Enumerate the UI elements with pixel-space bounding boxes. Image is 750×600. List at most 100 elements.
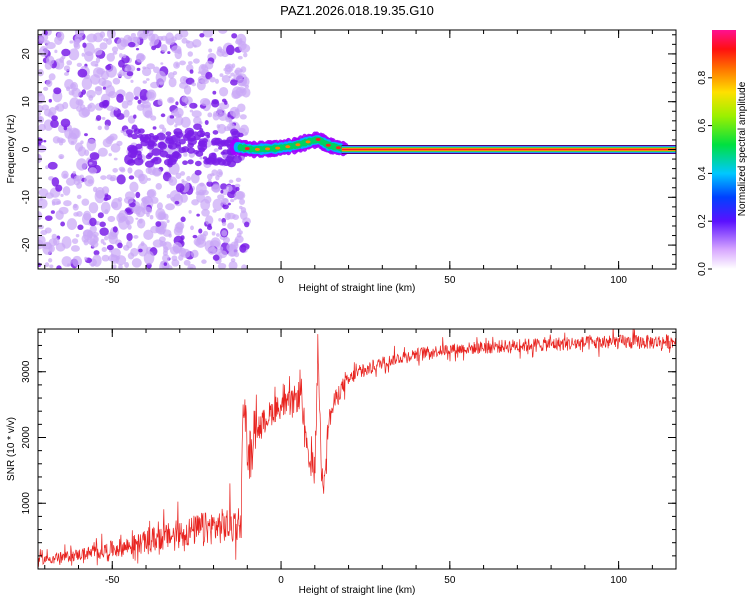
noise-blob <box>188 61 193 65</box>
noise-blob <box>48 258 53 263</box>
noise-blob <box>135 217 139 220</box>
noise-blob <box>212 248 222 255</box>
noise-blob <box>219 246 224 251</box>
colorbar: 0.0 0.2 0.4 0.6 0.8 Normalized spectral ampl… <box>697 30 748 276</box>
noise-blob <box>149 215 154 220</box>
noise-blob <box>101 254 110 262</box>
noise-blob <box>187 264 196 269</box>
noise-blob <box>135 47 140 51</box>
noise-blob <box>209 76 216 83</box>
noise-blob <box>84 256 88 261</box>
noise-blob <box>198 228 203 234</box>
spectrogram-x-tick-label: 50 <box>444 275 456 286</box>
noise-blob <box>106 30 116 40</box>
snr-panel: -50 0 50 100 1000 2000 3000 Height of straight… <box>6 328 677 596</box>
noise-blob <box>183 105 188 108</box>
band-hot <box>315 137 321 141</box>
noise-blob <box>184 96 193 105</box>
noise-blob <box>202 30 214 38</box>
colorbar-gradient <box>712 30 736 269</box>
colorbar-ticks: 0.0 0.2 0.4 0.6 0.8 <box>697 70 712 276</box>
noise-blob <box>193 123 202 131</box>
noise-blob <box>219 87 229 97</box>
noise-blob <box>130 247 139 257</box>
noise-blob <box>73 212 79 217</box>
noise-blob <box>143 229 154 241</box>
noise-blob <box>124 64 136 73</box>
noise-blob <box>225 185 233 192</box>
noise-blob <box>189 102 198 109</box>
noise-blob <box>200 65 207 70</box>
noise-blob <box>84 149 90 156</box>
noise-blob <box>231 155 242 164</box>
noise-blob <box>108 153 112 157</box>
noise-blob <box>144 133 152 140</box>
noise-blob <box>38 145 47 153</box>
noise-blob <box>211 99 220 108</box>
noise-blob <box>165 38 176 45</box>
noise-blob <box>204 131 211 137</box>
noise-blob <box>107 135 115 142</box>
noise-blob <box>205 60 214 70</box>
noise-blob <box>110 248 121 258</box>
noise-blob <box>218 146 223 150</box>
noise-blob <box>126 240 133 249</box>
noise-blob <box>151 148 162 156</box>
band-hot <box>335 146 341 150</box>
noise-blob <box>221 98 227 103</box>
noise-blob <box>40 230 48 236</box>
noise-blob <box>239 198 246 205</box>
noise-blob <box>51 198 61 206</box>
noise-blob <box>196 182 207 196</box>
noise-blob <box>77 68 88 78</box>
noise-blob <box>167 157 177 166</box>
noise-blob <box>228 260 238 269</box>
noise-blob <box>212 90 217 95</box>
noise-blob <box>167 96 175 104</box>
band-hot <box>295 143 301 147</box>
noise-blob <box>143 251 155 265</box>
noise-blob <box>216 157 223 163</box>
noise-blob <box>116 174 126 185</box>
noise-blob <box>187 159 194 165</box>
noise-blob <box>38 37 45 44</box>
noise-blob <box>216 124 221 129</box>
noise-blob <box>93 250 100 256</box>
noise-blob <box>112 51 118 55</box>
noise-blob <box>135 53 145 63</box>
noise-blob <box>46 55 55 65</box>
snr-x-tick-label: -50 <box>105 575 120 586</box>
noise-blob <box>137 133 144 139</box>
noise-blob <box>194 169 202 176</box>
noise-blob <box>191 110 202 118</box>
noise-blob <box>89 225 97 234</box>
noise-blob <box>168 176 178 186</box>
snr-y-tick-label: 1000 <box>21 492 32 515</box>
noise-blob <box>127 99 133 106</box>
noise-blob <box>123 196 134 204</box>
noise-blob <box>199 33 205 38</box>
noise-blob <box>43 86 49 91</box>
spectrogram-y-tick-label: 10 <box>21 96 32 108</box>
noise-blob <box>239 205 243 210</box>
noise-blob <box>53 237 60 246</box>
noise-blob <box>193 238 202 246</box>
noise-blob <box>215 233 220 237</box>
noise-blob <box>38 262 42 268</box>
noise-blob <box>139 88 149 101</box>
noise-blob <box>150 225 160 234</box>
noise-blob <box>221 230 228 237</box>
band-hot <box>275 146 281 150</box>
noise-blob <box>231 63 236 69</box>
noise-blob <box>155 70 167 85</box>
noise-blob <box>180 248 191 259</box>
noise-blob <box>166 219 170 223</box>
noise-blob <box>86 138 97 152</box>
noise-blob <box>192 58 200 64</box>
noise-blob <box>92 186 98 193</box>
noise-blob <box>100 70 110 81</box>
noise-blob <box>222 158 231 167</box>
noise-blob <box>198 140 205 147</box>
noise-blob <box>90 74 101 85</box>
noise-blob <box>43 140 47 143</box>
